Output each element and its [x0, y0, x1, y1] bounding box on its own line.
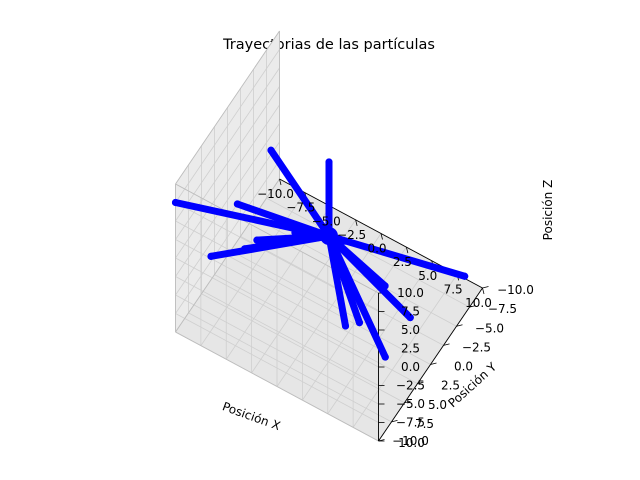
origin-marker [320, 227, 338, 245]
z-tick-label: 7.5 [401, 305, 420, 319]
y-tick [391, 419, 398, 423]
trajectory-end-marker [291, 228, 299, 237]
y-tick [469, 305, 476, 308]
z-tick-label: 2.5 [401, 342, 420, 356]
y-tick-label: 7.5 [415, 417, 434, 431]
y-tick [404, 400, 411, 404]
z-tick-label: 0.0 [401, 360, 420, 374]
y-tick [443, 343, 450, 346]
grid-line [188, 312, 392, 423]
x-tick [380, 233, 383, 240]
trajectory-end-marker [241, 245, 249, 253]
grid-line [302, 246, 407, 401]
grid-line [175, 104, 280, 259]
grid-line [175, 67, 280, 222]
y-tick-label: −2.5 [462, 340, 491, 354]
trajectory-end-marker [171, 198, 180, 207]
grid-line [175, 49, 280, 203]
trajectory-line [325, 232, 389, 290]
trajectory-line [325, 232, 469, 280]
trajectory-end-marker [461, 272, 469, 280]
x-tick-label: −10.0 [257, 187, 294, 201]
trajectory-end-marker [325, 158, 333, 166]
x-tick [482, 287, 485, 295]
trajectory-end-marker [253, 236, 261, 244]
x-tick-label: 7.5 [444, 282, 463, 296]
z-tick-label: 10.0 [397, 286, 424, 300]
trajectory-end-marker [341, 322, 350, 330]
grid-line [214, 274, 418, 384]
z-axis-label: Posición Z [541, 180, 555, 241]
trajectories [171, 146, 469, 361]
z-tick-label: −5.0 [396, 397, 425, 411]
grid-line [352, 274, 458, 428]
trajectory-end-marker [355, 319, 364, 327]
x-tick [405, 247, 409, 254]
grid-line [201, 293, 405, 404]
chart-title: Trayectorias de las partículas [222, 37, 435, 53]
x-tick-label: 0.0 [367, 242, 386, 256]
x-tick-label: 2.5 [393, 255, 412, 269]
y-tick-label: −7.5 [488, 302, 517, 316]
y-tick [417, 381, 424, 385]
trajectory-line [241, 232, 333, 253]
grid-line [175, 86, 280, 240]
pane-edge [175, 331, 379, 442]
trajectory-end-marker [381, 353, 389, 361]
x-axis-label: Posición X [220, 399, 282, 433]
trajectory-end-marker [406, 314, 414, 322]
z-tick-label: −2.5 [396, 379, 425, 393]
x-tick-label: −7.5 [286, 201, 315, 215]
y-tick-label: 2.5 [441, 379, 460, 393]
grid-line [175, 257, 379, 368]
y-tick [482, 286, 489, 289]
trajectory-end-marker [381, 282, 389, 290]
x-tick-label: 10.0 [465, 296, 492, 310]
z-tick-label: 5.0 [401, 323, 420, 337]
x-tick [355, 219, 358, 226]
pane-edge [175, 30, 280, 185]
y-tick-label: 5.0 [428, 398, 447, 412]
y-tick [430, 362, 437, 365]
trajectory-line [325, 232, 350, 330]
y-tick-label: 10.0 [398, 436, 425, 450]
y-tick-label: −5.0 [475, 321, 504, 335]
x-tick-label: 5.0 [418, 269, 437, 283]
y-tick-label: −10.0 [497, 283, 534, 297]
grid-line [227, 255, 431, 365]
x-tick-label: −2.5 [337, 228, 366, 242]
x-tick-label: −5.0 [312, 214, 341, 228]
trajectory-end-marker [267, 146, 275, 154]
tick-labels: −10.0−10.0−10.0−7.5−7.5−7.5−5.0−5.0−5.0−… [257, 187, 534, 450]
trajectory-end-marker [207, 252, 215, 260]
y-tick [456, 324, 463, 327]
y-tick-label: 0.0 [454, 360, 473, 374]
x-tick [279, 178, 282, 186]
trajectory-end-marker [233, 200, 241, 208]
grid-line [175, 202, 379, 312]
z-tick-label: −7.5 [396, 416, 425, 430]
trajectory-line [233, 200, 333, 240]
z-tick-label: −10.0 [392, 434, 429, 448]
y-tick [378, 439, 385, 442]
trajectory-line [267, 146, 333, 240]
